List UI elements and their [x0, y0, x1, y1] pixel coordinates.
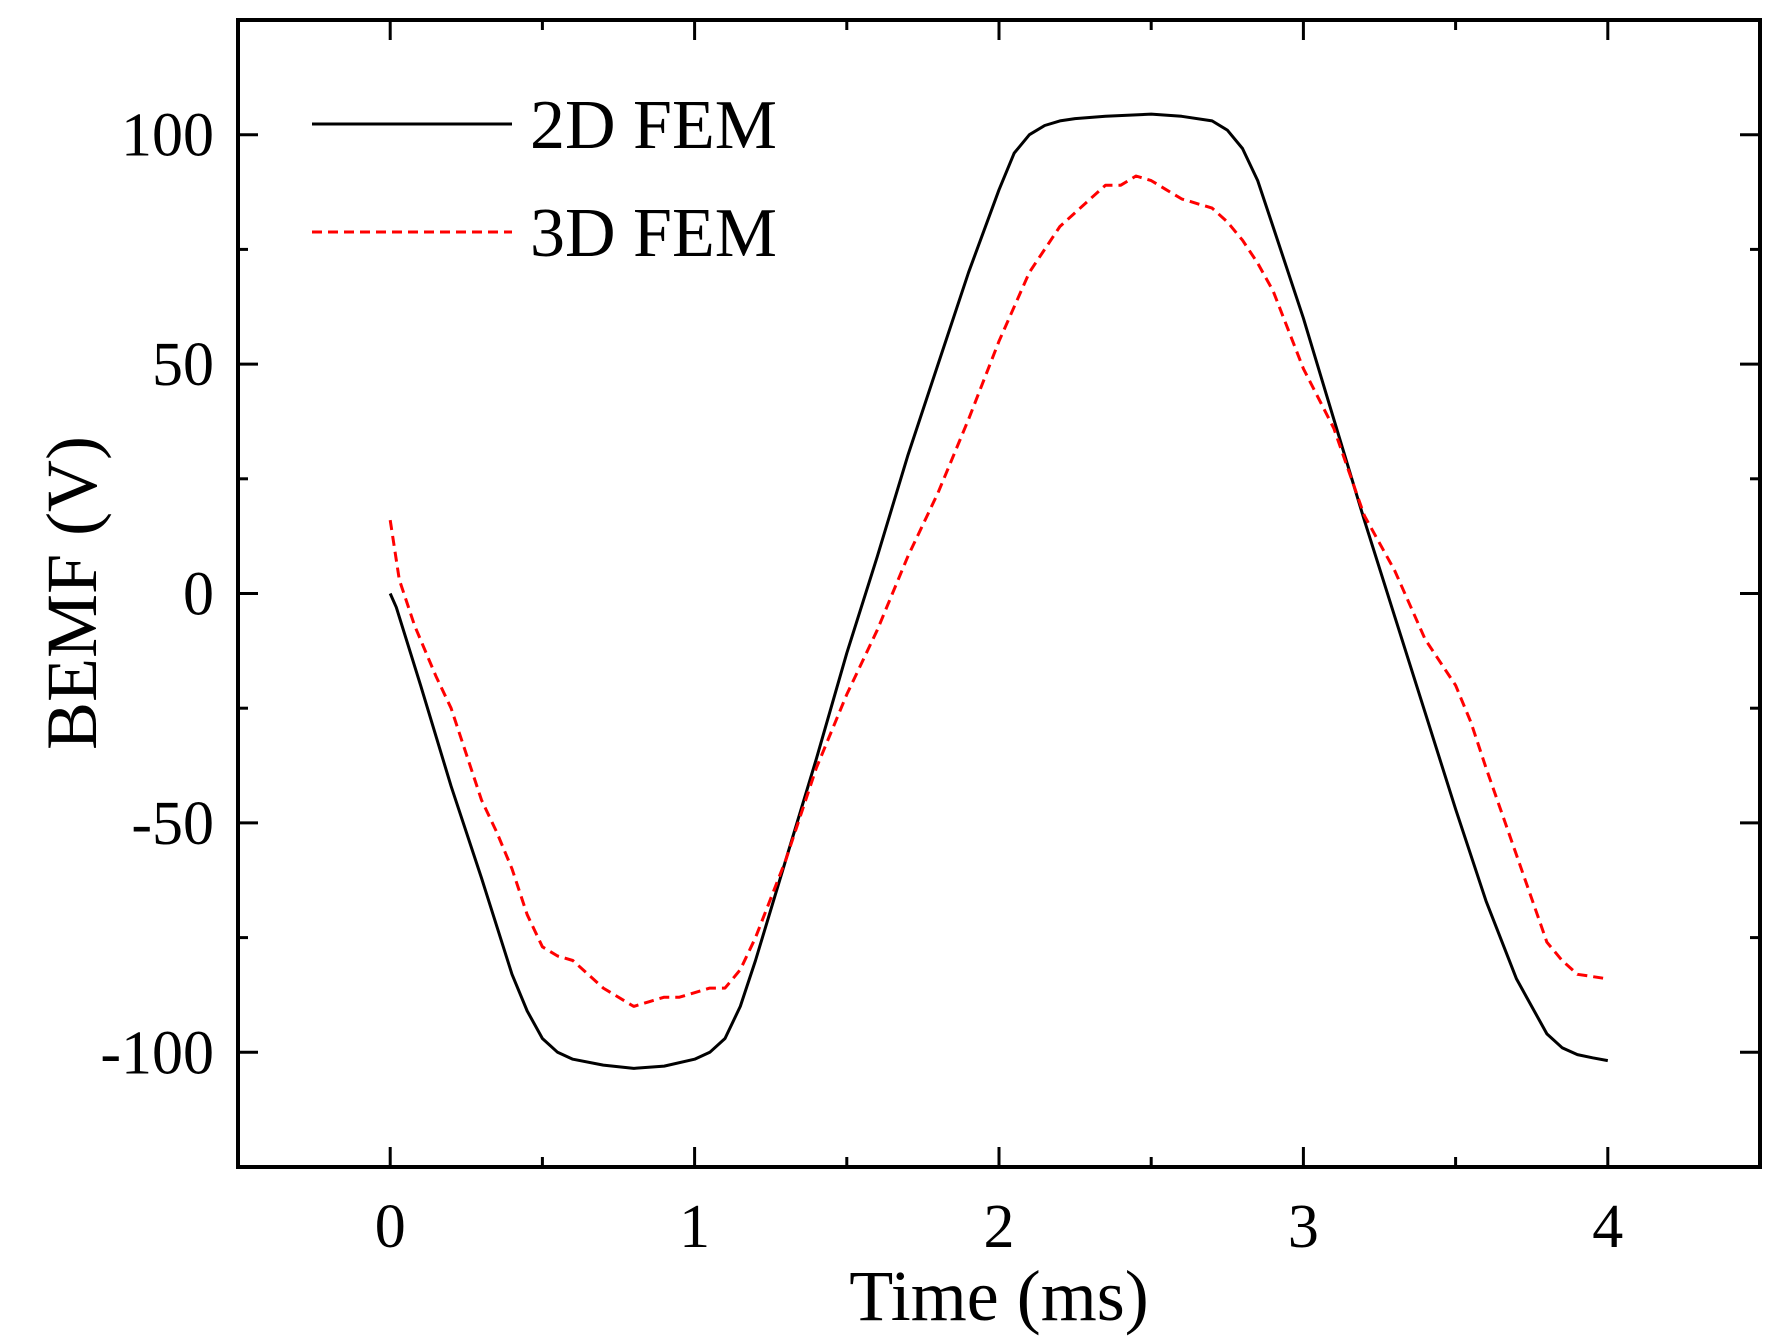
- y-tick-label: -50: [131, 790, 214, 858]
- series-layer: [388, 112, 1609, 1070]
- y-tick-label: 50: [152, 331, 214, 399]
- x-tick-label: 1: [679, 1193, 710, 1261]
- y-axis-title: BEMF (V): [32, 436, 112, 750]
- legend-label-3d-fem: 3D FEM: [530, 195, 777, 272]
- x-tick-label: 0: [375, 1193, 406, 1261]
- labels-layer: 0 1 2 3 4 -100 -50 0 50 100: [100, 102, 1623, 1261]
- x-tick-label: 4: [1592, 1193, 1623, 1261]
- plot-area-frame: [236, 18, 1762, 1169]
- y-tick-label: 0: [183, 561, 214, 629]
- series-line-3d-fem: [388, 174, 1609, 1008]
- x-axis-title: Time (ms): [849, 1256, 1148, 1336]
- y-tick-label: 100: [121, 102, 214, 170]
- series-line-2d-fem: [388, 112, 1609, 1070]
- y-tick-label: -100: [100, 1019, 214, 1087]
- legend: 2D FEM 3D FEM: [312, 87, 777, 272]
- x-tick-label: 2: [984, 1193, 1015, 1261]
- x-tick-label: 3: [1288, 1193, 1319, 1261]
- legend-label-2d-fem: 2D FEM: [530, 87, 777, 164]
